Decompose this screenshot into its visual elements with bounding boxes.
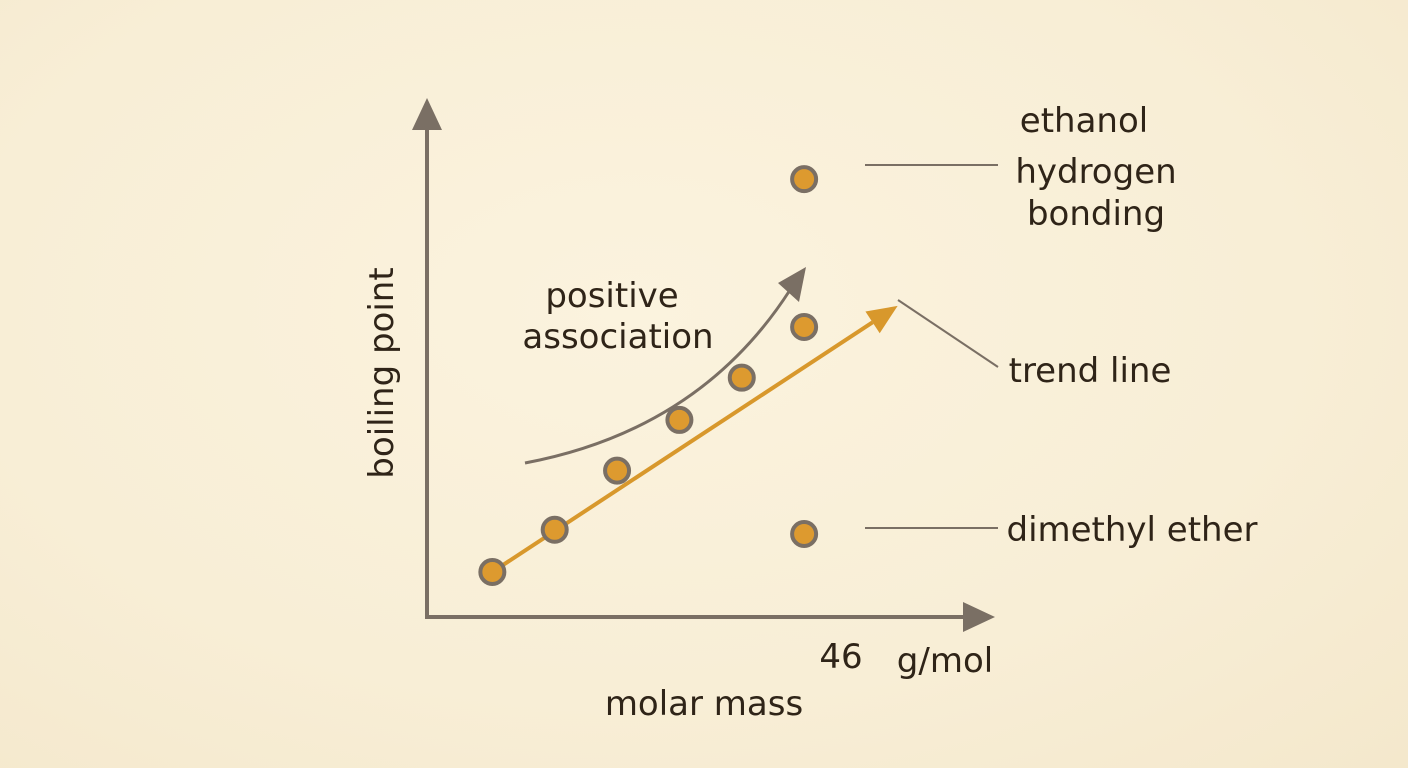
bonding-label: bonding xyxy=(1027,194,1165,234)
x-axis-arrowhead xyxy=(963,602,995,632)
dimethyl-ether-label: dimethyl ether xyxy=(1006,510,1257,550)
hydrogen-label: hydrogen xyxy=(1015,152,1176,192)
y-axis-arrowhead xyxy=(412,98,442,130)
x-tick-label: 46 xyxy=(819,637,862,677)
positive-label: positive xyxy=(545,276,678,316)
x-axis-label: molar mass xyxy=(605,684,803,724)
ethanol-point xyxy=(790,165,819,194)
trend-line-label: trend line xyxy=(1009,351,1172,391)
trend-line-arrowhead xyxy=(865,305,898,334)
y-axis-label: boiling point xyxy=(362,267,402,478)
association-label: association xyxy=(522,317,713,357)
x-unit-label: g/mol xyxy=(897,641,993,681)
association-arrow xyxy=(524,289,792,465)
ethanol-label: ethanol xyxy=(1020,101,1148,141)
data-point-0-3 xyxy=(665,405,694,434)
data-point-0-4 xyxy=(727,363,756,392)
association-arrowhead xyxy=(778,267,806,302)
dimethyl-ether-point xyxy=(790,519,819,548)
data-point-0-0 xyxy=(478,557,507,586)
data-point-0-2 xyxy=(603,456,632,485)
data-point-0-5 xyxy=(790,312,819,341)
trend-leader-line xyxy=(897,299,999,368)
data-point-0-1 xyxy=(540,515,569,544)
data-points xyxy=(478,165,819,586)
